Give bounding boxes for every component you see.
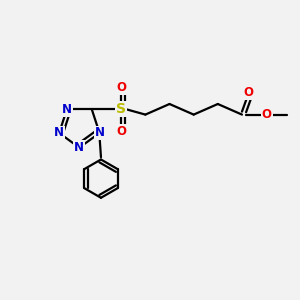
Text: N: N — [54, 127, 64, 140]
Text: O: O — [244, 86, 254, 99]
Text: O: O — [116, 124, 126, 138]
Text: N: N — [74, 141, 84, 154]
Text: O: O — [116, 81, 126, 94]
Text: N: N — [62, 103, 72, 116]
Text: S: S — [116, 102, 126, 116]
Text: N: N — [94, 127, 104, 140]
Text: O: O — [262, 108, 272, 121]
